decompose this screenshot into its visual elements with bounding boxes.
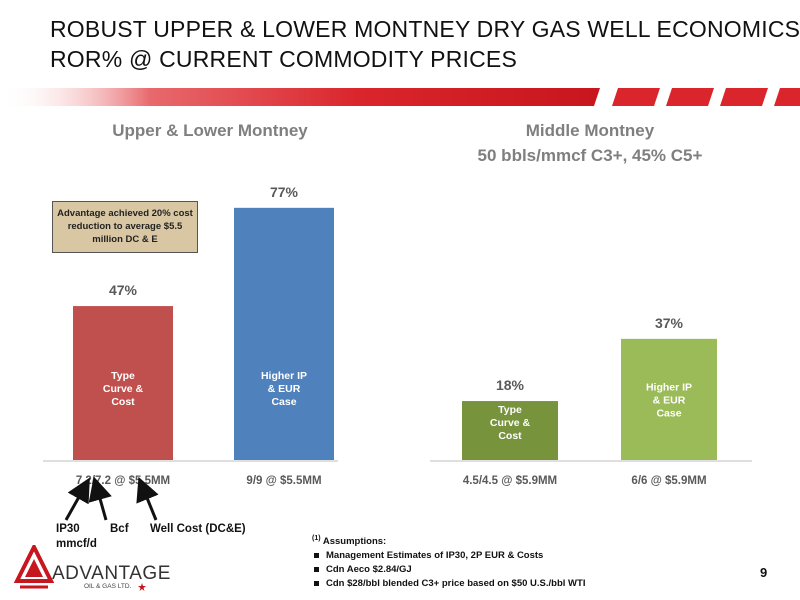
- ip30-arrow: [64, 477, 90, 521]
- left-category-label-2: 9/9 @ $5.5MM: [246, 475, 321, 487]
- assumptions-block: (1) Assumptions: Management Estimates of…: [312, 532, 752, 591]
- right-chart-title-line2: 50 bbls/mmcf C3+, 45% C5+: [477, 146, 703, 165]
- left-bar-2: [234, 207, 334, 460]
- right-category-label-2: 6/6 @ $5.9MM: [631, 475, 706, 487]
- company-logo: ADVANTAGE OIL & GAS LTD.: [14, 541, 170, 595]
- left-data-label-1: 47%: [109, 282, 138, 298]
- cost-reduction-callout: Advantage achieved 20% cost reduction to…: [52, 201, 198, 253]
- right-data-label-2: 37%: [655, 315, 684, 331]
- assumption-item: Management Estimates of IP30, 2P EUR & C…: [312, 549, 752, 563]
- right-bar-2: [621, 338, 717, 460]
- logo-emblem-icon: [14, 545, 54, 589]
- left-bar-label-1: Type Curve & Cost: [103, 370, 144, 408]
- legend-well-cost: Well Cost (DC&E): [150, 523, 246, 535]
- left-chart-title: Upper & Lower Montney: [112, 121, 308, 140]
- logo-wordmark: ADVANTAGE: [52, 563, 171, 584]
- legend-ip30: IP30: [56, 523, 80, 535]
- right-chart-title: Middle Montney 50 bbls/mmcf C3+, 45% C5+: [420, 118, 760, 168]
- right-bar-label-2: Higher IP & EUR Case: [646, 381, 692, 419]
- bcf-arrow: [88, 476, 112, 521]
- right-bar-label-1: Type Curve & Cost: [490, 404, 531, 442]
- left-bar-label-2: Higher IP & EUR Case: [261, 370, 307, 408]
- right-data-label-1: 18%: [496, 377, 525, 393]
- logo-subtitle: OIL & GAS LTD.: [84, 583, 132, 590]
- assumptions-heading: Assumptions:: [322, 536, 387, 548]
- assumptions-list: Management Estimates of IP30, 2P EUR & C…: [312, 549, 752, 591]
- left-bar-1: [73, 306, 173, 460]
- assumption-item: Cdn $28/bbl blended C3+ price based on $…: [312, 577, 752, 591]
- slide-title-line2: ROR% @ CURRENT COMMODITY PRICES: [50, 46, 518, 72]
- right-chart-title-line1: Middle Montney: [525, 121, 655, 140]
- right-category-label-1: 4.5/4.5 @ $5.9MM: [463, 475, 557, 487]
- legend-ip30-unit: mmcf/d: [56, 538, 97, 550]
- right-bar-1: [462, 401, 558, 460]
- assumption-item: Cdn Aeco $2.84/GJ: [312, 563, 752, 577]
- slide-title-line1: ROBUST UPPER & LOWER MONTNEY DRY GAS WEL…: [50, 16, 800, 42]
- decorative-stripe: [0, 88, 800, 106]
- left-data-label-2: 77%: [270, 184, 299, 200]
- legend-bcf: Bcf: [110, 523, 129, 535]
- page-number: 9: [760, 565, 768, 580]
- slide-title: ROBUST UPPER & LOWER MONTNEY DRY GAS WEL…: [50, 14, 800, 74]
- well-cost-arrow: [136, 476, 159, 521]
- assumptions-heading-row: (1) Assumptions:: [312, 532, 752, 549]
- maple-leaf-icon: [138, 583, 146, 591]
- footnote-marker: (1): [312, 535, 321, 542]
